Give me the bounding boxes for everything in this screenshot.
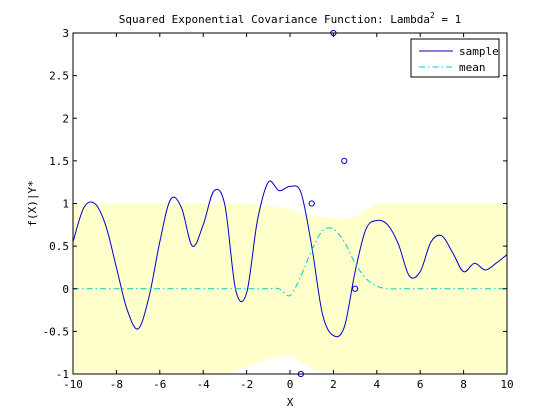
y-tick-label: 0.5 (49, 240, 69, 253)
legend-label-mean: mean (459, 61, 486, 74)
y-axis-label: f(X)|Y* (26, 180, 39, 226)
x-tick-label: 2 (330, 378, 337, 391)
x-axis-label: X (287, 396, 294, 409)
x-tick-label: -4 (197, 378, 211, 391)
chart-title-main: Squared Exponential Covariance Function:… (119, 13, 430, 26)
confidence-band (73, 203, 507, 374)
x-tick-label: 6 (417, 378, 424, 391)
band-area (73, 203, 507, 374)
x-tick-label: -2 (240, 378, 253, 391)
y-tick-label: 0 (62, 283, 69, 296)
observation-point (341, 157, 348, 164)
observation-point (308, 200, 315, 207)
x-tick-label: 0 (287, 378, 294, 391)
y-tick-label: 1 (62, 198, 69, 211)
x-tick-label: -8 (110, 378, 123, 391)
series-line-sample (72, 180, 508, 338)
y-tick-label: -1 (56, 368, 69, 381)
x-tick-label: 8 (460, 378, 467, 391)
legend-box (410, 38, 500, 78)
series-line-mean (73, 227, 507, 297)
y-tick-label: 1.5 (49, 155, 69, 168)
legend: sample mean (410, 38, 500, 78)
ticks-layer: -10 -8 -6 -4 -2 0 2 4 6 8 10 -1 -0.5 0 0.5 1 1.5 2 2.5 3 (43, 27, 514, 391)
y-tick-label: 2.5 (49, 70, 69, 83)
x-tick-label: 10 (500, 378, 513, 391)
chart-title-superscript: 2 (430, 11, 435, 20)
chart-title-suffix: = 1 (435, 13, 462, 26)
observation-point (352, 285, 359, 292)
x-tick-label: -10 (63, 378, 83, 391)
y-tick-label: 3 (62, 27, 69, 40)
x-tick-label: -6 (153, 378, 166, 391)
chart-title: Squared Exponential Covariance Function:… (119, 11, 462, 26)
y-tick-label: -0.5 (43, 325, 70, 338)
y-tick-label: 2 (62, 112, 69, 125)
series-layer (72, 180, 508, 338)
legend-label-sample: sample (459, 45, 499, 58)
x-tick-label: 4 (373, 378, 380, 391)
